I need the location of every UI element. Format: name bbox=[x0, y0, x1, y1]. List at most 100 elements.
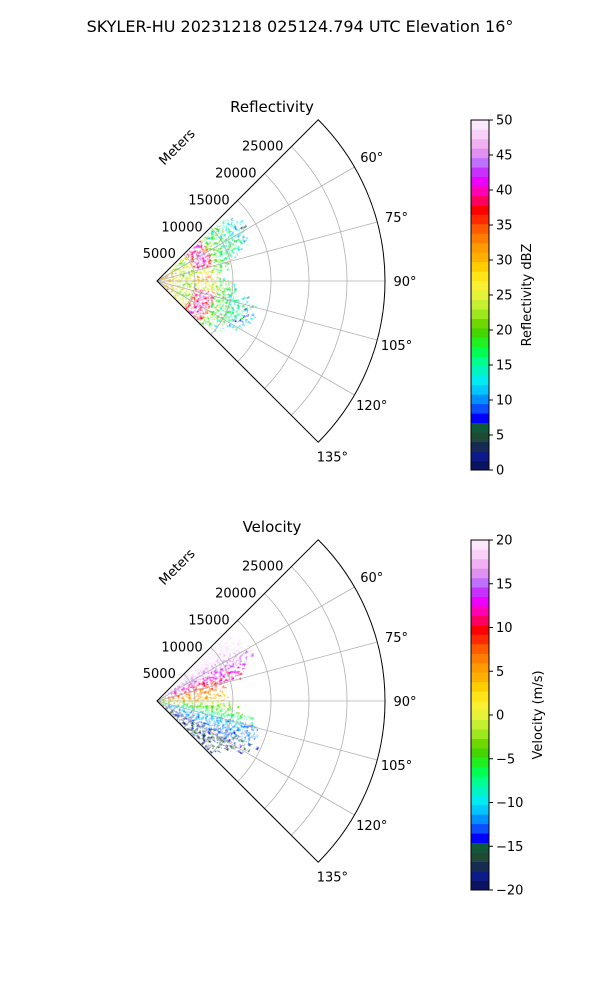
echo-cell bbox=[221, 685, 225, 689]
echo-cell bbox=[255, 746, 260, 751]
echo-cell bbox=[167, 289, 170, 292]
colorbar-tick-label: 5 bbox=[496, 665, 504, 680]
echo-cell bbox=[199, 295, 203, 298]
echo-cell bbox=[199, 264, 203, 267]
echo-cell bbox=[163, 282, 167, 283]
echo-cell bbox=[179, 704, 183, 706]
echo-cell bbox=[186, 277, 190, 279]
echo-cell bbox=[186, 687, 190, 690]
echo-cell bbox=[176, 268, 180, 271]
echo-cell bbox=[202, 284, 206, 287]
colorbar-swatch bbox=[471, 365, 489, 376]
sector-outline bbox=[156, 539, 386, 863]
echo-cell bbox=[168, 271, 171, 274]
echo-cell bbox=[216, 276, 219, 279]
echo-cell bbox=[177, 284, 180, 286]
echo-cell bbox=[167, 270, 171, 273]
echo-cell bbox=[211, 695, 215, 698]
echo-cell bbox=[237, 662, 242, 666]
echo-cell bbox=[202, 293, 206, 296]
echo-cell bbox=[181, 258, 185, 262]
echo-cell bbox=[173, 287, 177, 290]
echo-cell bbox=[173, 296, 176, 299]
echo-cell bbox=[170, 687, 174, 690]
echo-cell bbox=[184, 291, 188, 294]
echo-cell bbox=[183, 712, 187, 715]
echo-cell bbox=[211, 704, 215, 707]
echo-cell bbox=[227, 262, 231, 265]
echo-cell bbox=[201, 692, 205, 695]
echo-cell bbox=[180, 270, 184, 273]
echo-cell bbox=[208, 298, 212, 301]
echo-cell bbox=[209, 278, 213, 281]
echo-cell bbox=[206, 297, 210, 301]
echo-cell bbox=[171, 714, 175, 718]
echo-cell bbox=[172, 266, 176, 269]
echo-cell bbox=[213, 272, 217, 275]
colorbar-swatch bbox=[471, 833, 489, 844]
azimuth-tick-label: 60° bbox=[360, 151, 383, 166]
echo-cell bbox=[220, 706, 224, 709]
echo-cell bbox=[176, 694, 180, 696]
echo-cell bbox=[191, 279, 194, 281]
colorbar-tick-label: 25 bbox=[496, 289, 513, 304]
echo-cell bbox=[190, 691, 193, 694]
azimuth-tick-label: 90° bbox=[393, 275, 416, 290]
echo-cell bbox=[218, 698, 222, 701]
echo-cell bbox=[174, 284, 178, 286]
echo-cell bbox=[187, 690, 191, 693]
azimuth-gridline bbox=[156, 641, 378, 702]
echo-cell bbox=[248, 320, 252, 325]
echo-cell bbox=[235, 714, 239, 718]
echo-cell bbox=[168, 277, 171, 279]
echo-cell bbox=[183, 704, 187, 707]
echo-cell bbox=[163, 286, 166, 290]
echo-cell bbox=[194, 709, 198, 712]
echo-cell bbox=[170, 690, 174, 693]
echo-cell bbox=[234, 296, 238, 300]
echo-cell bbox=[165, 288, 168, 291]
echo-cell bbox=[173, 716, 176, 719]
echo-cell bbox=[208, 272, 212, 275]
echo-cell bbox=[164, 286, 167, 289]
echo-cell bbox=[174, 265, 178, 268]
echo-cell bbox=[204, 715, 208, 718]
echo-cell bbox=[175, 686, 179, 689]
echo-cell bbox=[165, 272, 169, 275]
echo-cell bbox=[181, 688, 185, 691]
echo-cell bbox=[177, 270, 181, 273]
echo-cell bbox=[188, 706, 192, 708]
azimuth-tick-label: 75° bbox=[385, 631, 408, 646]
velocity-azimuth-tick-labels: 60°75°90°105°120°135° bbox=[317, 571, 417, 885]
echo-cell bbox=[168, 702, 171, 704]
echo-cell bbox=[190, 707, 194, 710]
echo-cell bbox=[179, 291, 182, 294]
echo-cell bbox=[161, 277, 164, 280]
echo-cell bbox=[229, 281, 233, 284]
echo-cell bbox=[195, 275, 199, 278]
echo-cell bbox=[179, 284, 183, 286]
echo-cell bbox=[174, 704, 178, 706]
echo-cell bbox=[165, 276, 168, 278]
echo-cell bbox=[167, 704, 171, 707]
echo-cell bbox=[179, 279, 183, 281]
echo-cell bbox=[184, 689, 188, 692]
echo-cell bbox=[185, 719, 189, 722]
echo-cell bbox=[182, 716, 185, 719]
echo-cell bbox=[181, 694, 185, 696]
echo-cell bbox=[176, 275, 180, 277]
echo-cell bbox=[238, 744, 243, 748]
echo-cell bbox=[182, 271, 186, 273]
echo-cell bbox=[213, 748, 218, 753]
echo-cell bbox=[165, 271, 169, 274]
echo-cell bbox=[180, 710, 183, 712]
echo-cell bbox=[170, 279, 174, 281]
echo-cell bbox=[177, 718, 181, 721]
echo-cell bbox=[176, 687, 179, 690]
azimuth-gridline bbox=[156, 586, 355, 702]
echo-cell bbox=[161, 702, 164, 705]
echo-cell bbox=[170, 283, 174, 285]
echo-cell bbox=[163, 702, 167, 704]
echo-cell bbox=[246, 739, 250, 744]
echo-cell bbox=[229, 287, 233, 290]
